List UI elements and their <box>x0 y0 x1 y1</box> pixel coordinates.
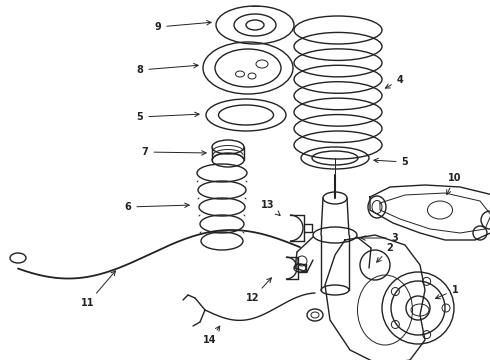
Text: 11: 11 <box>81 271 116 308</box>
Text: 12: 12 <box>246 278 271 303</box>
Text: 4: 4 <box>385 75 403 88</box>
Text: 7: 7 <box>142 147 206 157</box>
Text: 3: 3 <box>361 233 398 243</box>
Text: 5: 5 <box>137 112 199 122</box>
Text: 10: 10 <box>447 173 462 194</box>
Text: 13: 13 <box>261 200 280 216</box>
Text: 14: 14 <box>203 326 220 345</box>
Text: 6: 6 <box>124 202 189 212</box>
Text: 9: 9 <box>155 21 211 32</box>
Text: 8: 8 <box>137 63 198 75</box>
Text: 5: 5 <box>374 157 408 167</box>
Text: 1: 1 <box>436 285 458 299</box>
Text: 2: 2 <box>377 243 393 262</box>
